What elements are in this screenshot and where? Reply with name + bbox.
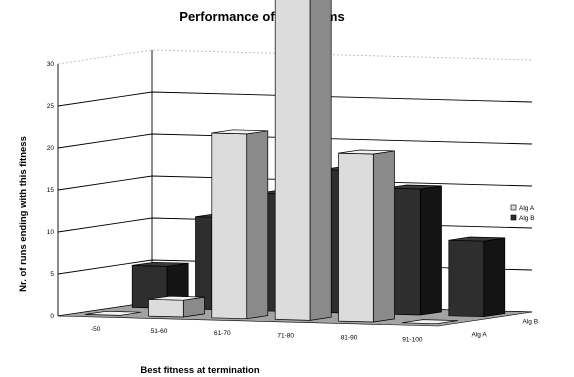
bar-alg-a-61-70-top — [211, 129, 268, 135]
y-tick-label: 25 — [47, 103, 55, 110]
y-tick-label: 15 — [47, 187, 55, 194]
bar-alg-a-71-80-side — [309, 0, 332, 321]
legend-swatch-alg-a — [510, 204, 517, 211]
y-tick-label: 0 — [50, 313, 54, 320]
y-tick-label: 5 — [50, 271, 54, 278]
bar-alg-a-61-70-front — [211, 132, 248, 320]
bar-alg-a-91-100 — [401, 319, 458, 325]
bar-alg-a-81-90-side — [372, 150, 395, 323]
bar-alg-a-91-100-flat — [401, 319, 458, 325]
bar-alg-a-61-70 — [211, 129, 269, 320]
bar-alg-a-71-80-front — [274, 0, 311, 321]
bar-alg-b-91-100-front — [448, 239, 485, 318]
bar-alg-b-81-90-top — [385, 184, 442, 190]
bars — [85, 0, 506, 325]
bar-alg-b-91-100 — [448, 236, 506, 318]
bar-alg-a--50-flat — [85, 310, 142, 316]
bar-alg-a--50 — [85, 310, 142, 316]
bar-alg-a-81-90 — [338, 149, 395, 323]
gridline-30 — [57, 49, 533, 65]
y-tick-label: 30 — [47, 61, 55, 68]
legend-swatch-alg-b — [510, 214, 517, 221]
x-axis-title: Best fitness at termination — [140, 365, 259, 376]
x-tick-label: 61-70 — [214, 330, 231, 337]
y-tick-label: 10 — [47, 229, 55, 236]
bar-alg-b-91-100-top — [448, 236, 505, 242]
axis-ticks: 0 5 10 15 20 25 30 -50 51-60 61-70 71-80 81-90 91-10… — [47, 61, 538, 344]
y-tick-label: 20 — [47, 145, 55, 152]
depth-label: Alg A — [472, 332, 488, 339]
depth-label: Alg B — [523, 319, 539, 326]
bar-alg-a-51-60-top — [148, 295, 205, 301]
bar-alg-b-91-100-side — [483, 237, 506, 318]
x-tick-label: 71-80 — [277, 332, 294, 339]
bar-alg-a-81-90-top — [338, 149, 395, 155]
x-tick-label: -50 — [91, 326, 101, 333]
bar-alg-b--50-top — [132, 261, 189, 267]
bar-alg-a-51-60 — [148, 295, 205, 318]
bar-alg-a-71-80 — [274, 0, 332, 321]
bar-alg-b-81-90-side — [419, 185, 442, 316]
x-tick-label: 91-100 — [402, 337, 423, 344]
y-axis-title: Nr. of runs ending with this fitness — [18, 136, 29, 292]
x-tick-label: 51-60 — [151, 328, 168, 335]
bar-alg-a-61-70-side — [246, 130, 269, 320]
bar-alg-a-81-90-front — [338, 152, 374, 323]
legend: Alg A Alg B — [505, 198, 551, 226]
legend-label-alg-b: Alg B — [519, 215, 535, 222]
legend-frame — [505, 198, 551, 226]
x-tick-label: 81-90 — [341, 335, 358, 342]
legend-label-alg-a: Alg A — [519, 205, 535, 212]
bar-alg-a-51-60-front — [148, 298, 184, 318]
